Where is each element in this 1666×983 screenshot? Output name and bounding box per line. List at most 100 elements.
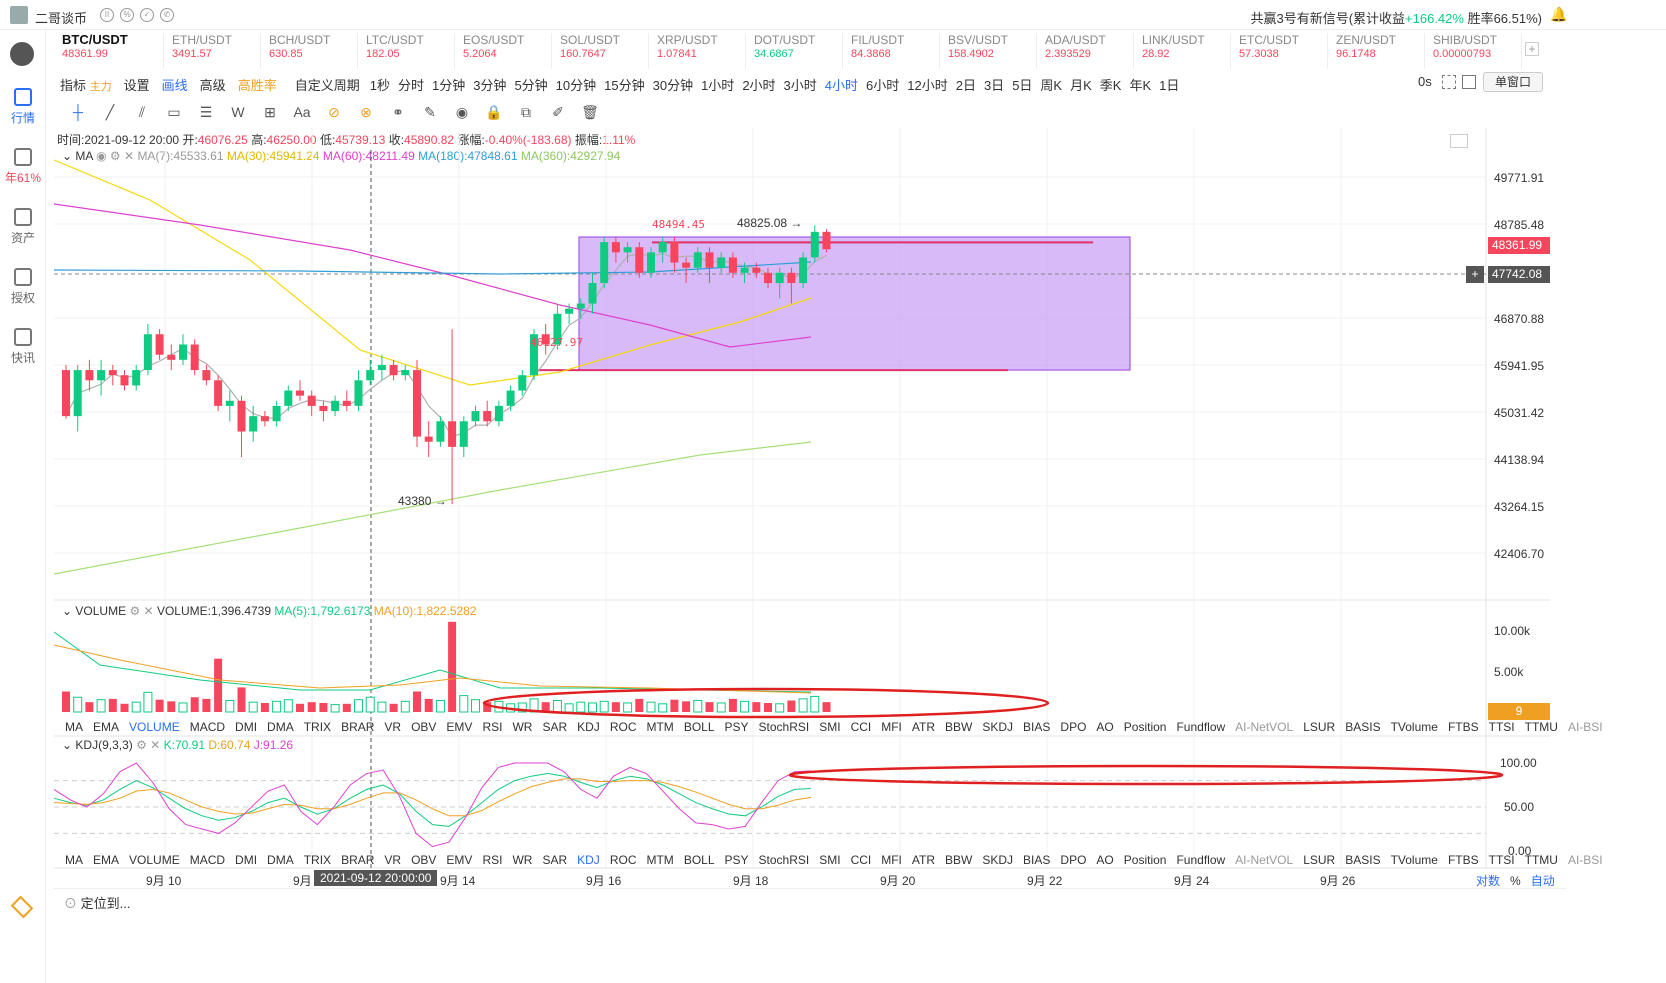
indicator-tab-ma[interactable]: MA — [65, 853, 83, 867]
indicator-tab-emv[interactable]: EMV — [446, 720, 473, 734]
measure-icon[interactable]: ⊞ — [264, 104, 276, 120]
indicator-tab-dpo[interactable]: DPO — [1060, 853, 1087, 867]
indicator-tab-dmi[interactable]: DMI — [235, 720, 258, 734]
indicator-tab-skdj[interactable]: SKDJ — [982, 720, 1014, 734]
period-6[interactable]: 15分钟 — [604, 77, 645, 93]
period-11[interactable]: 4小时 — [824, 77, 859, 93]
ticker-2[interactable]: BCH/USDT 630.85 — [261, 33, 358, 69]
kdj-toggle[interactable]: ⌄ — [62, 738, 73, 752]
indicator-tab-tvolume[interactable]: TVolume — [1390, 720, 1438, 734]
settings-button[interactable]: 设置 — [123, 77, 150, 93]
indicator-tab-sar[interactable]: SAR — [542, 853, 568, 867]
indicator-tab-position[interactable]: Position — [1123, 720, 1167, 734]
wave-icon[interactable]: W — [231, 104, 245, 120]
text-icon[interactable]: Aa — [293, 104, 311, 120]
indicator-tab-bbw[interactable]: BBW — [945, 720, 973, 734]
indicator-tab-trix[interactable]: TRIX — [303, 853, 332, 867]
ticker-14[interactable]: SHIB/USDT 0.00000793 — [1425, 33, 1522, 69]
indicator-tab-volume[interactable]: VOLUME — [129, 720, 180, 734]
indicator-tab-psy[interactable]: PSY — [724, 720, 749, 734]
gear-icon[interactable]: ⚙ — [129, 604, 141, 618]
bell-icon[interactable]: 🔔 — [1550, 6, 1568, 22]
indicator-tab-atr[interactable]: ATR — [911, 853, 936, 867]
add-ticker-button[interactable]: + — [1525, 42, 1539, 56]
indicator-tab-vr[interactable]: VR — [384, 853, 402, 867]
indicator-tab-cci[interactable]: CCI — [850, 720, 872, 734]
window-mode-select[interactable]: 单窗口 — [1483, 72, 1543, 92]
indicator-tab-volume[interactable]: VOLUME — [129, 853, 180, 867]
indicator-tab-smi[interactable]: SMI — [819, 853, 841, 867]
line-icon[interactable]: ╱ — [105, 104, 115, 120]
indicator-tab-smi[interactable]: SMI — [819, 720, 841, 734]
ticker-6[interactable]: XRP/USDT 1.07841 — [649, 33, 746, 69]
indicator-tab-ai-netvol[interactable]: AI-NetVOL — [1235, 853, 1294, 867]
eye-icon[interactable]: ◉ — [455, 104, 469, 120]
indicator-tab-ttmu[interactable]: TTMU — [1524, 720, 1558, 734]
indicator-tab-dma[interactable]: DMA — [267, 720, 294, 734]
indicator-tab-sar[interactable]: SAR — [542, 720, 568, 734]
indicator-tab-ai-netvol[interactable]: AI-NetVOL — [1235, 720, 1294, 734]
fullscreen-icon[interactable] — [1442, 75, 1456, 89]
ticker-3[interactable]: LTC/USDT 182.05 — [358, 33, 455, 69]
rect-icon[interactable]: ▭ — [167, 104, 181, 120]
period-10[interactable]: 3小时 — [783, 77, 817, 93]
indicator-tab-bias[interactable]: BIAS — [1023, 720, 1051, 734]
period-12[interactable]: 6小时 — [866, 77, 900, 93]
period-14[interactable]: 2日 — [955, 77, 976, 93]
period-4[interactable]: 5分钟 — [514, 77, 548, 93]
period-17[interactable]: 周K — [1040, 77, 1063, 93]
pause-icon[interactable]: II — [100, 8, 114, 22]
period-3[interactable]: 3分钟 — [473, 77, 507, 93]
period-19[interactable]: 季K — [1099, 77, 1122, 93]
indicator-tab-stochrsi[interactable]: StochRSI — [758, 720, 810, 734]
indicator-tab-wr[interactable]: WR — [512, 720, 533, 734]
ticker-8[interactable]: FIL/USDT 84.3868 — [843, 33, 940, 69]
ticker-9[interactable]: BSV/USDT 158.4902 — [940, 33, 1037, 69]
indicator-tab-roc[interactable]: ROC — [609, 853, 637, 867]
avatar[interactable] — [10, 6, 28, 24]
indicator-tab-psy[interactable]: PSY — [724, 853, 749, 867]
period-16[interactable]: 5日 — [1012, 77, 1033, 93]
eye-icon[interactable]: ◉ — [96, 149, 107, 163]
indicator-tab-emv[interactable]: EMV — [446, 853, 473, 867]
lock-draw-icon[interactable]: ⊗ — [360, 104, 372, 120]
indicator-tab-tvolume[interactable]: TVolume — [1390, 853, 1438, 867]
period-21[interactable]: 1日 — [1159, 77, 1180, 93]
pen-icon[interactable]: ✎ — [424, 104, 436, 120]
ticker-1[interactable]: ETH/USDT 3491.57 — [164, 33, 261, 69]
indicator-tab-mfi[interactable]: MFI — [881, 853, 902, 867]
gear-icon[interactable]: ⚙ — [109, 149, 121, 163]
indicator-tab-kdj[interactable]: KDJ — [577, 853, 600, 867]
ticker-11[interactable]: LINK/USDT 28.92 — [1134, 33, 1231, 69]
percent-toggle[interactable]: % — [1510, 874, 1521, 888]
indicator-tab-ttsi[interactable]: TTSI — [1488, 853, 1515, 867]
indicator-tab-wr[interactable]: WR — [512, 853, 533, 867]
indicator-tab-ftbs[interactable]: FTBS — [1447, 853, 1479, 867]
indicator-tab-mfi[interactable]: MFI — [881, 720, 902, 734]
period-5[interactable]: 10分钟 — [555, 77, 597, 93]
indicator-tab-cci[interactable]: CCI — [850, 853, 872, 867]
advanced-button[interactable]: 高级 — [199, 77, 226, 93]
indicator-tab-kdj[interactable]: KDJ — [577, 720, 600, 734]
volume-toggle[interactable]: ⌄ — [62, 604, 73, 618]
indicator-tab-fundflow[interactable]: Fundflow — [1176, 720, 1226, 734]
indicator-tab-vr[interactable]: VR — [384, 720, 402, 734]
magnet-icon[interactable]: ⊘ — [328, 104, 340, 120]
check-icon[interactable]: ✓ — [140, 8, 154, 22]
indicator-tab-boll[interactable]: BOLL — [683, 853, 715, 867]
add-alert-icon[interactable]: + — [1466, 266, 1484, 283]
close-icon[interactable]: ✕ — [150, 738, 161, 752]
indicator-tab-basis[interactable]: BASIS — [1345, 853, 1381, 867]
period-8[interactable]: 1小时 — [701, 77, 735, 93]
indicator-tab-atr[interactable]: ATR — [911, 720, 936, 734]
period-13[interactable]: 12小时 — [907, 77, 948, 93]
indicator-tab-ao[interactable]: AO — [1096, 720, 1114, 734]
indicator-tab-brar[interactable]: BRAR — [341, 853, 375, 867]
crosshair-icon[interactable]: ┼ — [73, 104, 83, 120]
indicator-tab-obv[interactable]: OBV — [411, 720, 437, 734]
indicator-tab-ai-bsi[interactable]: AI-BSI — [1567, 720, 1603, 734]
sidebar-item-auth[interactable]: 授权 — [0, 268, 46, 306]
parallel-icon[interactable]: ⫽ — [138, 104, 146, 120]
indicator-tab-stochrsi[interactable]: StochRSI — [758, 853, 810, 867]
